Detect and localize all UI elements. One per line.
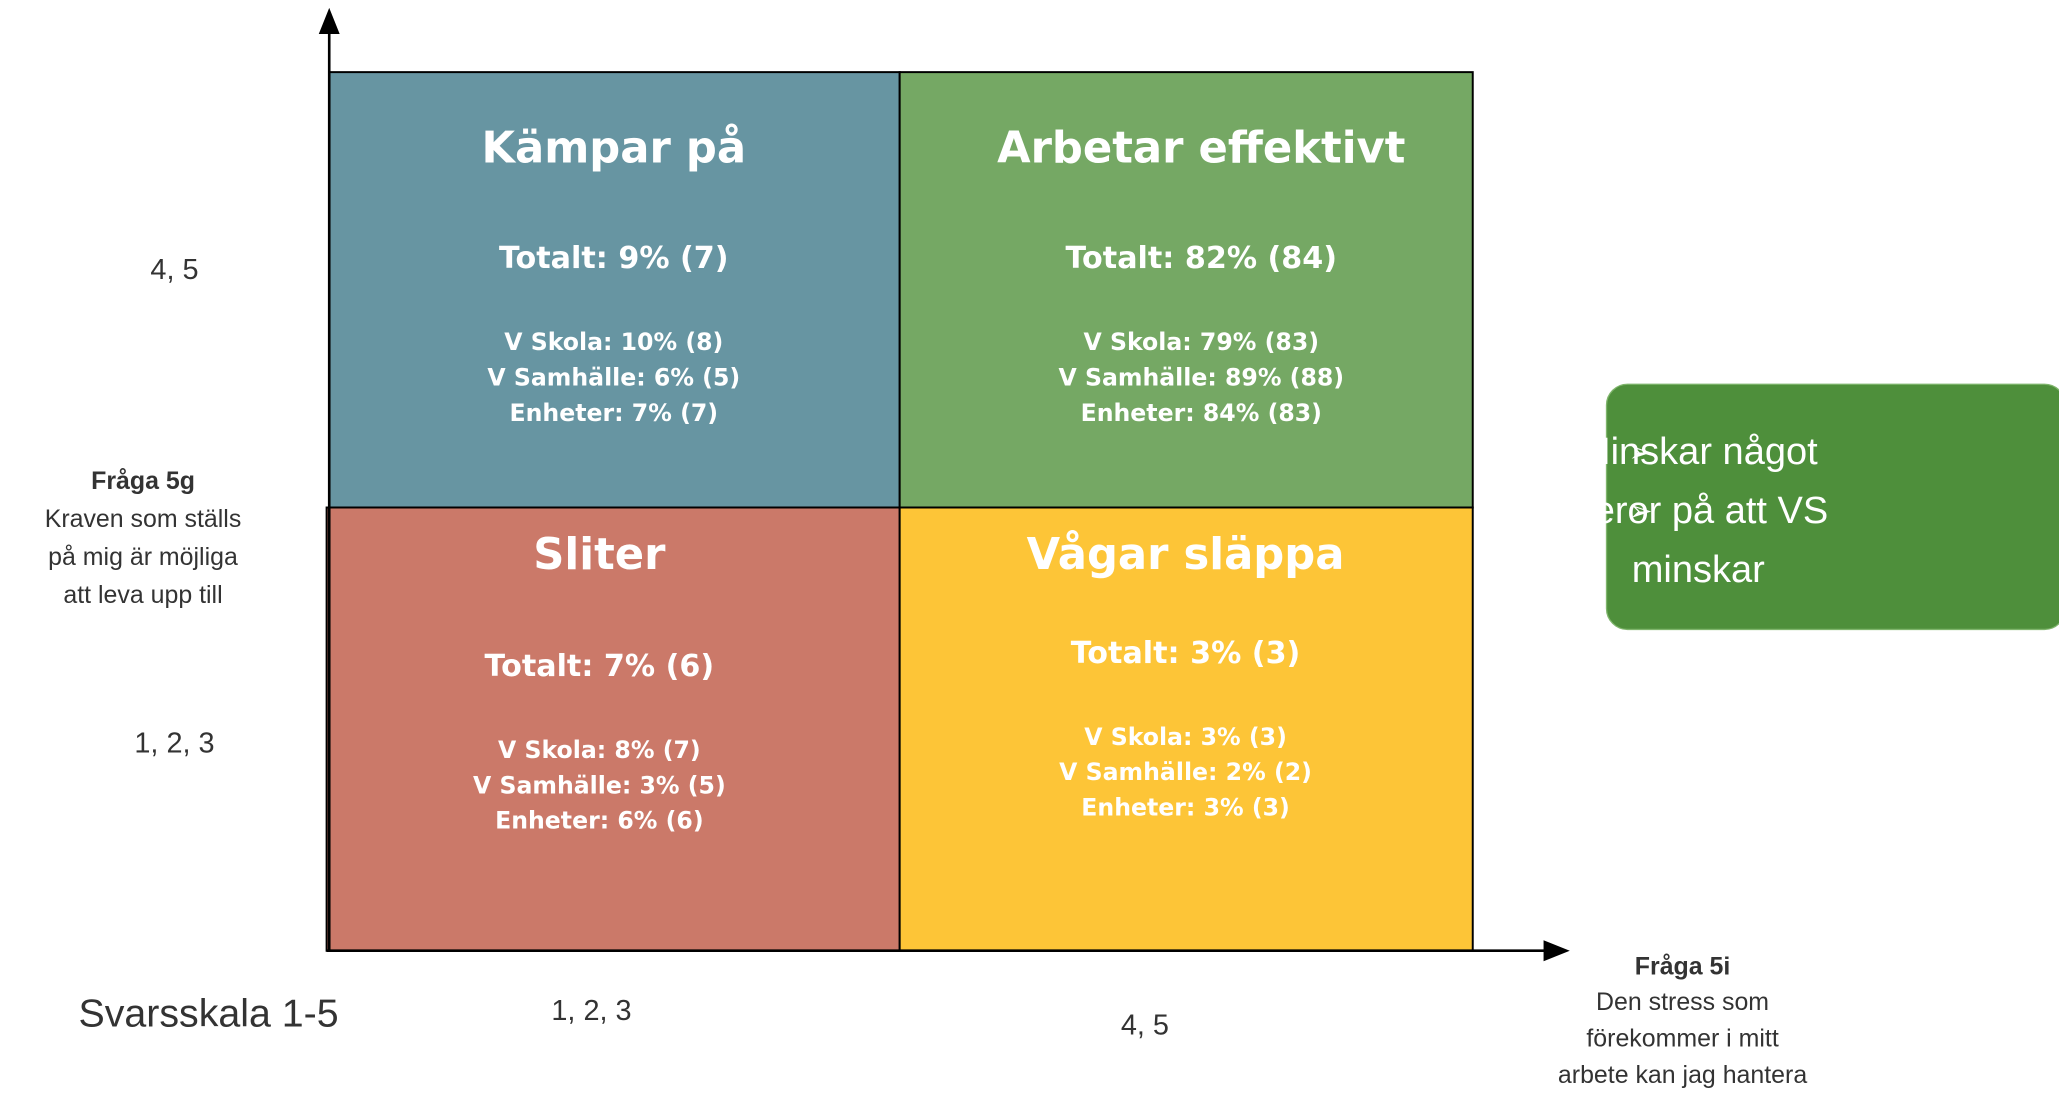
quadrant-detail: V Samhälle: 3% (5) xyxy=(473,771,726,799)
quadrant-title: Kämpar på xyxy=(482,123,747,173)
quadrant-title: Sliter xyxy=(533,530,666,580)
quadrant-detail: Enheter: 3% (3) xyxy=(1081,794,1290,822)
y-description: Kraven som ställs xyxy=(45,505,242,533)
scale-note: Svarsskala 1-5 xyxy=(79,992,339,1036)
quadrant-total: Totalt: 7% (6) xyxy=(485,649,715,684)
quadrant-detail: Enheter: 7% (7) xyxy=(510,399,719,427)
quadrant-detail: V Skola: 8% (7) xyxy=(498,736,701,764)
quadrant-arbetar xyxy=(898,71,1474,509)
x-low-label: 1, 2, 3 xyxy=(551,995,631,1027)
quadrant-detail: V Samhälle: 89% (88) xyxy=(1058,363,1344,391)
quadrant-vagar xyxy=(898,506,1474,952)
x-description: förekommer i mitt xyxy=(1586,1025,1778,1053)
quadrant-total: Totalt: 9% (7) xyxy=(499,241,729,276)
y-description: att leva upp till xyxy=(63,581,222,609)
quadrant-detail: V Skola: 79% (83) xyxy=(1084,328,1319,356)
bullet-marker: ➢ xyxy=(1629,435,1653,469)
quadrant-detail: V Skola: 10% (8) xyxy=(504,328,723,356)
quadrant-sliter xyxy=(325,506,901,952)
quadrant-title: Arbetar effektivt xyxy=(997,123,1405,173)
callout-text: Minskar något xyxy=(1579,431,1818,473)
quadrant-kampar xyxy=(328,71,901,509)
quadrant-total: Totalt: 82% (84) xyxy=(1066,241,1338,276)
callout-text: minskar xyxy=(1632,549,1765,591)
y-description: på mig är möjliga xyxy=(48,543,238,571)
quadrant-detail: V Samhälle: 2% (2) xyxy=(1059,758,1312,786)
quadrant-detail: Enheter: 84% (83) xyxy=(1081,399,1322,427)
quadrant-detail: V Skola: 3% (3) xyxy=(1084,723,1287,751)
x-description: Den stress som xyxy=(1596,988,1769,1016)
y-low-label: 1, 2, 3 xyxy=(134,727,214,759)
quadrant-detail: V Samhälle: 6% (5) xyxy=(487,363,740,391)
x-high-label: 4, 5 xyxy=(1121,1009,1169,1041)
callout-box xyxy=(1605,383,2059,631)
quadrants xyxy=(325,71,1474,952)
bullet-marker: ➢ xyxy=(1629,494,1653,528)
quadrant-detail: Enheter: 6% (6) xyxy=(495,807,704,835)
x-description: arbete kan jag hantera xyxy=(1558,1061,1807,1089)
y-question: Fråga 5g xyxy=(91,467,195,495)
quadrant-title: Vågar släppa xyxy=(1027,530,1345,580)
x-question: Fråga 5i xyxy=(1635,952,1731,980)
y-high-label: 4, 5 xyxy=(150,254,198,286)
callout-text: Beror på att VS xyxy=(1568,490,1828,532)
quadrant-total: Totalt: 3% (3) xyxy=(1071,636,1301,671)
